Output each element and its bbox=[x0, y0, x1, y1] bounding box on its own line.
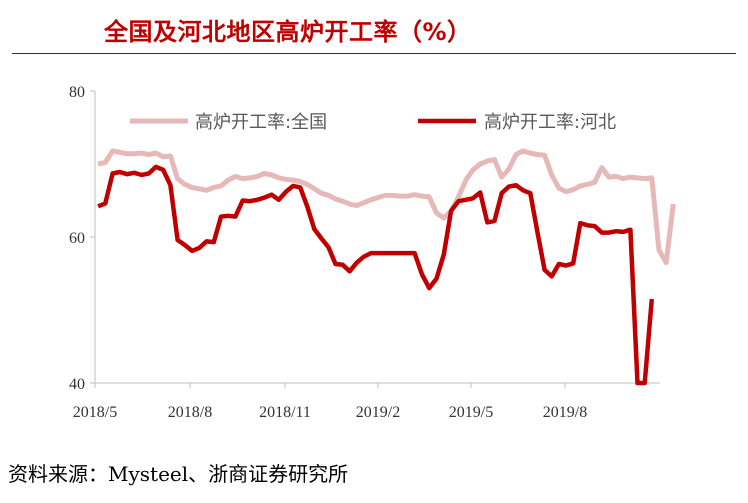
chart-title: 全国及河北地区高炉开工率（%） bbox=[104, 18, 472, 46]
series-layer bbox=[97, 148, 676, 386]
source-note: 资料来源：Mysteel、浙商证券研究所 bbox=[8, 462, 349, 486]
y-tick-label: 40 bbox=[69, 376, 85, 393]
series-line-hebei bbox=[97, 164, 655, 386]
x-tick-label: 2019/8 bbox=[543, 404, 587, 421]
axes: 40 60 80 2018/5 2018/8 2018/11 2019/2 2019/5 201… bbox=[69, 84, 660, 421]
x-tick-label: 2018/11 bbox=[259, 404, 311, 421]
title-bar: 全国及河北地区高炉开工率（%） bbox=[0, 0, 748, 54]
x-tick-label: 2018/8 bbox=[168, 404, 212, 421]
x-tick-label: 2019/5 bbox=[449, 404, 493, 421]
legend: 高炉开工率:全国 高炉开工率:河北 bbox=[130, 112, 616, 133]
title-underline bbox=[12, 53, 736, 54]
x-tick-label: 2019/2 bbox=[356, 404, 400, 421]
y-tick-label: 80 bbox=[69, 84, 85, 101]
legend-label: 高炉开工率:河北 bbox=[484, 112, 616, 133]
legend-label: 高炉开工率:全国 bbox=[195, 112, 327, 133]
y-tick-label: 60 bbox=[69, 230, 85, 247]
x-tick-label: 2018/5 bbox=[73, 404, 117, 421]
series-line-national bbox=[97, 148, 676, 266]
